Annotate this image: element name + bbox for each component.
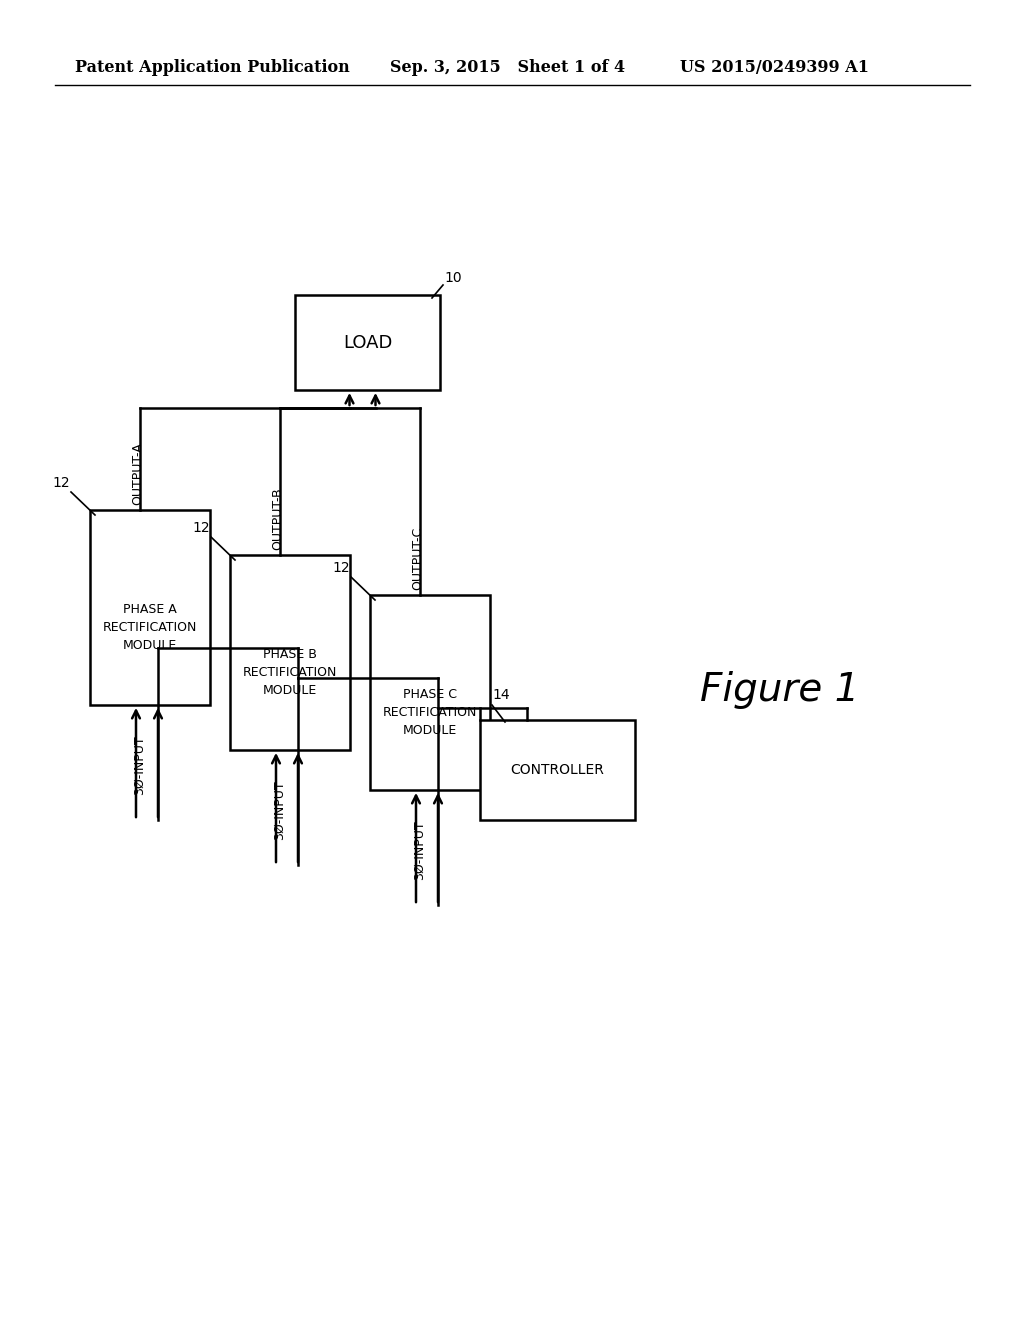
Bar (370, 595, 490, 789)
Bar (295, 294, 440, 389)
Text: 3Ø-INPUT: 3Ø-INPUT (132, 735, 145, 795)
Text: OUTPUT-C: OUTPUT-C (411, 527, 424, 590)
Text: PHASE C
RECTIFICATION
MODULE: PHASE C RECTIFICATION MODULE (383, 688, 477, 737)
Text: OUTPUT-B: OUTPUT-B (271, 487, 284, 550)
Text: US 2015/0249399 A1: US 2015/0249399 A1 (680, 59, 869, 77)
Text: 12: 12 (193, 521, 210, 535)
Text: 14: 14 (492, 688, 510, 702)
Text: 12: 12 (52, 477, 70, 490)
Bar (230, 554, 350, 750)
Text: OUTPUT-A: OUTPUT-A (131, 442, 144, 506)
Bar (480, 719, 635, 820)
Text: CONTROLLER: CONTROLLER (511, 763, 604, 777)
Text: PHASE B
RECTIFICATION
MODULE: PHASE B RECTIFICATION MODULE (243, 648, 337, 697)
Text: PHASE A
RECTIFICATION
MODULE: PHASE A RECTIFICATION MODULE (102, 603, 198, 652)
Text: Figure 1: Figure 1 (700, 671, 860, 709)
Text: Patent Application Publication: Patent Application Publication (75, 59, 350, 77)
Text: LOAD: LOAD (343, 334, 392, 351)
Text: 3Ø-INPUT: 3Ø-INPUT (272, 780, 286, 840)
Text: 12: 12 (333, 561, 350, 576)
Text: 10: 10 (444, 271, 462, 285)
Text: Sep. 3, 2015   Sheet 1 of 4: Sep. 3, 2015 Sheet 1 of 4 (390, 59, 625, 77)
Bar (90, 510, 210, 705)
Text: 3Ø-INPUT: 3Ø-INPUT (413, 820, 426, 880)
